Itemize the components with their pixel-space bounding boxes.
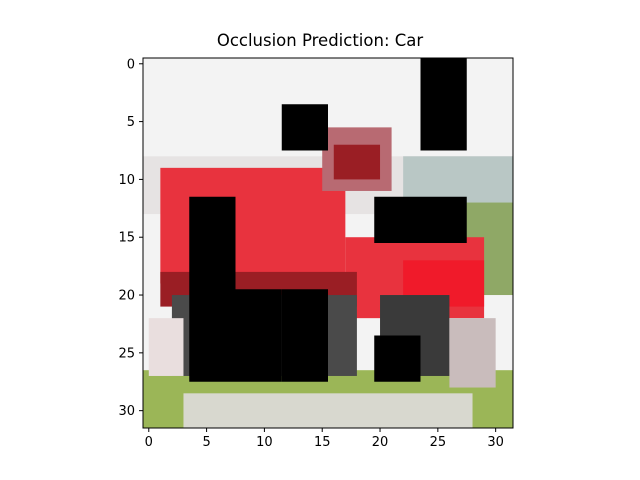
- right-ground: [449, 318, 496, 388]
- y-tick-label: 5: [127, 115, 135, 130]
- road-strip: [183, 393, 473, 428]
- axes-frame: [142, 57, 514, 429]
- x-tick-label: 20: [372, 435, 389, 450]
- truck-bed: [160, 167, 346, 284]
- occlusion-patches: [189, 58, 467, 382]
- occlusion-patch: [235, 289, 282, 382]
- left-haze: [148, 318, 184, 376]
- chart-title: Occlusion Prediction: Car: [216, 31, 424, 50]
- x-tick-label: 30: [487, 435, 504, 450]
- x-tick-label: 0: [145, 435, 153, 450]
- occlusion-patch: [420, 58, 467, 151]
- x-tick-label: 5: [202, 435, 210, 450]
- y-tick-label: 10: [118, 173, 135, 188]
- x-tick-label: 15: [314, 435, 331, 450]
- truck-cab-roof: [333, 144, 381, 180]
- x-axis: 0 5 10 15 20 25 30: [145, 428, 504, 450]
- x-tick-label: 10: [256, 435, 273, 450]
- occlusion-patch: [281, 104, 328, 151]
- y-tick-label: 25: [118, 346, 135, 361]
- occlusion-patch: [374, 196, 467, 243]
- y-tick-label: 15: [118, 231, 135, 246]
- occlusion-patch: [281, 289, 328, 382]
- occlusion-patch: [374, 335, 421, 382]
- y-tick-label: 30: [118, 404, 135, 419]
- y-tick-label: 20: [118, 289, 135, 304]
- occlusion-patch: [189, 196, 236, 382]
- background-trees: [403, 156, 513, 203]
- y-axis: 0 5 10 15 20 25 30: [118, 57, 143, 419]
- x-tick-label: 25: [430, 435, 447, 450]
- y-tick-label: 0: [127, 57, 135, 72]
